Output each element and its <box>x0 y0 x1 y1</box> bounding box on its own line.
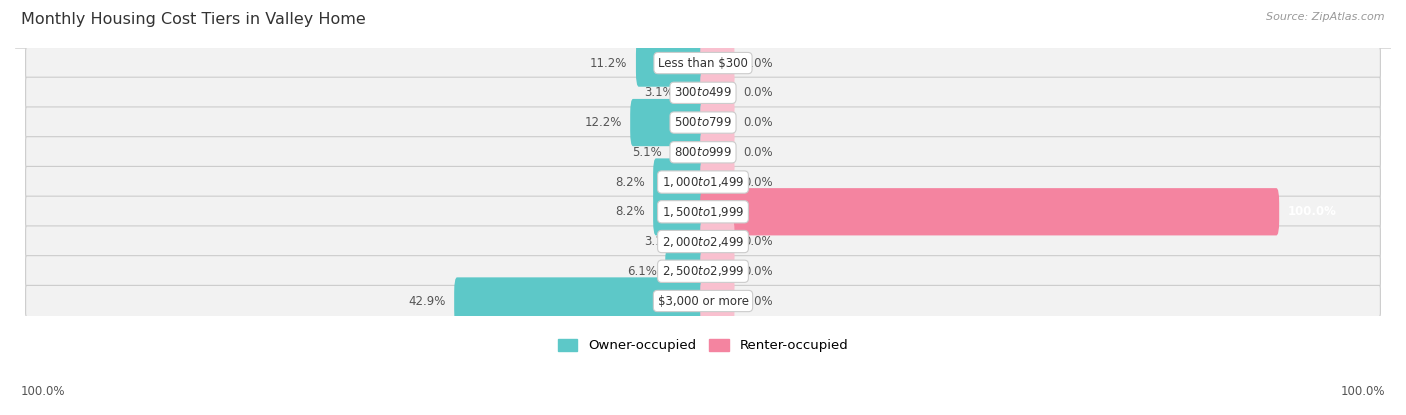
FancyBboxPatch shape <box>700 218 734 265</box>
Text: 0.0%: 0.0% <box>744 146 773 159</box>
Text: $1,500 to $1,999: $1,500 to $1,999 <box>662 205 744 219</box>
FancyBboxPatch shape <box>25 77 1381 108</box>
Text: $3,000 or more: $3,000 or more <box>658 295 748 308</box>
FancyBboxPatch shape <box>682 218 706 265</box>
Text: $1,000 to $1,499: $1,000 to $1,499 <box>662 175 744 189</box>
Text: 8.2%: 8.2% <box>614 176 644 188</box>
Text: 0.0%: 0.0% <box>744 235 773 248</box>
Text: 11.2%: 11.2% <box>591 56 627 70</box>
Text: 0.0%: 0.0% <box>744 116 773 129</box>
Text: Monthly Housing Cost Tiers in Valley Home: Monthly Housing Cost Tiers in Valley Hom… <box>21 12 366 27</box>
FancyBboxPatch shape <box>654 159 706 206</box>
FancyBboxPatch shape <box>700 188 1279 235</box>
FancyBboxPatch shape <box>700 39 734 87</box>
Text: $800 to $999: $800 to $999 <box>673 146 733 159</box>
Text: $300 to $499: $300 to $499 <box>673 86 733 99</box>
FancyBboxPatch shape <box>25 196 1381 227</box>
FancyBboxPatch shape <box>636 39 706 87</box>
Text: 12.2%: 12.2% <box>585 116 621 129</box>
FancyBboxPatch shape <box>665 248 706 295</box>
Text: 3.1%: 3.1% <box>644 86 673 99</box>
FancyBboxPatch shape <box>25 256 1381 287</box>
FancyBboxPatch shape <box>700 69 734 117</box>
Text: 0.0%: 0.0% <box>744 265 773 278</box>
Text: 100.0%: 100.0% <box>1288 205 1337 218</box>
FancyBboxPatch shape <box>25 107 1381 138</box>
Text: $2,000 to $2,499: $2,000 to $2,499 <box>662 234 744 249</box>
FancyBboxPatch shape <box>682 69 706 117</box>
Text: 100.0%: 100.0% <box>1340 386 1385 398</box>
FancyBboxPatch shape <box>700 277 734 325</box>
Text: 100.0%: 100.0% <box>21 386 66 398</box>
Text: $2,500 to $2,999: $2,500 to $2,999 <box>662 264 744 278</box>
FancyBboxPatch shape <box>700 248 734 295</box>
Text: 42.9%: 42.9% <box>408 295 446 308</box>
Text: 0.0%: 0.0% <box>744 86 773 99</box>
FancyBboxPatch shape <box>654 188 706 235</box>
Legend: Owner-occupied, Renter-occupied: Owner-occupied, Renter-occupied <box>553 334 853 357</box>
Text: Source: ZipAtlas.com: Source: ZipAtlas.com <box>1267 12 1385 22</box>
FancyBboxPatch shape <box>25 166 1381 198</box>
FancyBboxPatch shape <box>671 129 706 176</box>
FancyBboxPatch shape <box>25 286 1381 317</box>
FancyBboxPatch shape <box>25 47 1381 79</box>
FancyBboxPatch shape <box>454 277 706 325</box>
Text: 8.2%: 8.2% <box>614 205 644 218</box>
Text: 0.0%: 0.0% <box>744 56 773 70</box>
FancyBboxPatch shape <box>25 137 1381 168</box>
Text: 5.1%: 5.1% <box>633 146 662 159</box>
FancyBboxPatch shape <box>630 99 706 146</box>
Text: 0.0%: 0.0% <box>744 176 773 188</box>
Text: 0.0%: 0.0% <box>744 295 773 308</box>
Text: 6.1%: 6.1% <box>627 265 657 278</box>
FancyBboxPatch shape <box>700 159 734 206</box>
FancyBboxPatch shape <box>700 129 734 176</box>
Text: Less than $300: Less than $300 <box>658 56 748 70</box>
Text: $500 to $799: $500 to $799 <box>673 116 733 129</box>
Text: 3.1%: 3.1% <box>644 235 673 248</box>
FancyBboxPatch shape <box>700 99 734 146</box>
FancyBboxPatch shape <box>25 226 1381 257</box>
